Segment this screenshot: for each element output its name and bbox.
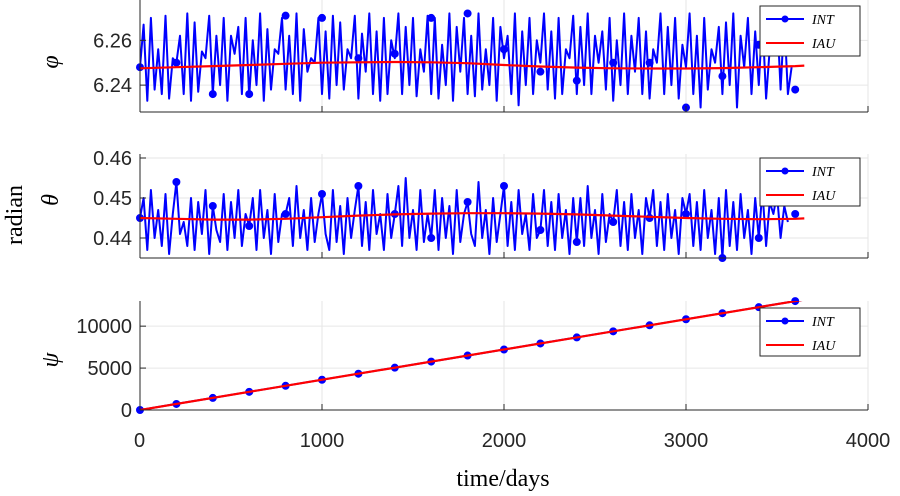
data-point-int: [318, 13, 326, 22]
legend-box: [759, 307, 861, 357]
legend-box: [759, 157, 861, 207]
y-tick-label: 0.46: [93, 148, 132, 170]
x-tick-label: 1000: [300, 430, 345, 452]
data-point-int: [354, 182, 363, 190]
y-tick-label: 0.45: [93, 188, 132, 210]
legend-marker-int: [781, 15, 789, 23]
data-point-int: [172, 58, 181, 67]
series-line-int: [140, 12, 793, 109]
x-tick-label: 0: [134, 430, 145, 452]
data-point-int: [754, 234, 763, 242]
data-point-int: [390, 49, 399, 58]
y-tick-label: 10000: [76, 316, 132, 338]
series-line-iau: [140, 60, 805, 70]
legend-label-iau: IAU: [811, 339, 836, 354]
data-point-int: [791, 85, 800, 94]
data-point-int: [463, 9, 472, 18]
subplot-y-label: ψ: [38, 351, 64, 367]
data-point-int: [572, 76, 581, 85]
x-tick-label: 3000: [664, 430, 709, 452]
data-point-int: [208, 90, 217, 99]
legend-marker-int: [781, 317, 789, 325]
data-point-int: [354, 54, 363, 63]
data-point-int: [463, 198, 472, 206]
data-point-int: [536, 67, 545, 76]
data-point-int: [500, 182, 508, 190]
y-tick-label: 0: [121, 400, 132, 422]
y-tick-label: 5000: [88, 358, 133, 380]
x-tick-label: 4000: [846, 430, 891, 452]
data-point-int: [281, 210, 290, 218]
legend-label-int: INT: [811, 165, 835, 180]
data-point-int: [645, 58, 654, 67]
data-point-int: [245, 222, 254, 230]
data-point-int: [172, 178, 181, 186]
data-point-int: [500, 45, 508, 54]
data-point-int: [427, 234, 436, 242]
legend-label-iau: IAU: [811, 37, 836, 52]
data-point-int: [609, 58, 618, 67]
legend-label-int: INT: [811, 13, 835, 28]
shared-y-axis-label: radian: [2, 185, 28, 245]
data-point-int: [791, 210, 800, 218]
data-point-int: [572, 238, 581, 246]
y-tick-label: 6.26: [93, 30, 132, 52]
data-point-int: [245, 90, 254, 99]
subplot-y-label: θ: [38, 194, 64, 206]
legend-box: [759, 5, 861, 57]
data-point-int: [609, 218, 618, 226]
series-line-iau: [140, 212, 805, 221]
data-point-int: [682, 210, 690, 218]
x-axis-label: time/days: [456, 466, 549, 492]
data-point-int: [281, 11, 290, 20]
data-point-int: [427, 13, 436, 22]
data-point-int: [318, 190, 326, 198]
legend-label-int: INT: [811, 315, 835, 330]
data-point-int: [645, 214, 654, 222]
legend-marker-int: [781, 167, 789, 175]
y-tick-label: 0.44: [93, 228, 132, 250]
series-line-iau: [140, 301, 803, 410]
legend-label-iau: IAU: [811, 189, 836, 204]
data-point-int: [536, 226, 545, 234]
x-tick-label: 2000: [482, 430, 527, 452]
subplot-y-label: φ: [38, 55, 64, 68]
data-point-int: [718, 72, 727, 81]
data-point-int: [208, 202, 217, 210]
y-tick-label: 6.24: [93, 75, 132, 97]
